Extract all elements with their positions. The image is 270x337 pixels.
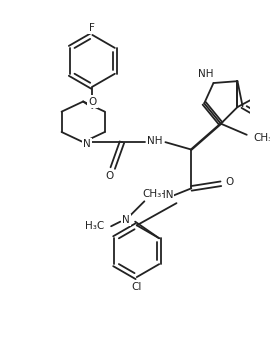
Text: NH: NH bbox=[198, 69, 214, 79]
Text: H₃C: H₃C bbox=[85, 221, 104, 231]
Text: O: O bbox=[225, 177, 233, 187]
Text: CH₃: CH₃ bbox=[254, 133, 270, 144]
Text: N: N bbox=[83, 139, 91, 149]
Text: HN: HN bbox=[158, 190, 173, 200]
Text: NH: NH bbox=[147, 136, 162, 146]
Text: Cl: Cl bbox=[131, 282, 142, 292]
Text: O: O bbox=[106, 171, 114, 181]
Text: N: N bbox=[122, 215, 130, 225]
Text: O: O bbox=[88, 96, 97, 106]
Text: CH₃: CH₃ bbox=[142, 189, 161, 199]
Text: F: F bbox=[89, 23, 95, 33]
